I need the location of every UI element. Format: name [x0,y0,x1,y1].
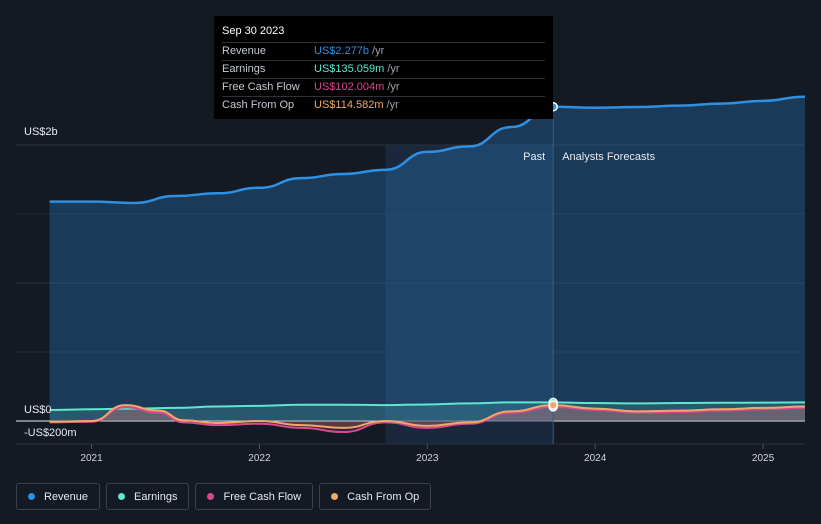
x-tick-label: 2021 [80,453,103,464]
tooltip-unit: /yr [387,63,400,75]
data-tooltip: Sep 30 2023 Revenue US$2.277b /yr Earnin… [214,16,553,119]
series-lines [49,95,806,434]
past-label: Past [523,151,545,163]
forecast-label: Analysts Forecasts [562,151,655,163]
tooltip-row-free-cash-flow: Free Cash Flow US$102.004m /yr [222,78,545,96]
legend-label: Cash From Op [347,490,420,503]
tooltip-label: Earnings [222,63,266,75]
tooltip-label: Revenue [222,45,267,57]
tooltip-unit: /yr [372,45,385,57]
y-tick-label: US$0 [24,404,52,416]
tooltip-unit: /yr [387,81,400,93]
x-tick-label: 2024 [584,453,607,464]
legend-dot-icon [28,493,35,500]
legend-item-revenue[interactable]: Revenue [16,483,101,510]
legend-item-earnings[interactable]: Earnings [106,483,190,510]
tooltip-value: US$2.277b [314,45,370,57]
y-tick-label: -US$200m [24,427,77,439]
earnings-line [49,401,806,411]
legend-label: Earnings [134,490,178,503]
tooltip-date: Sep 30 2023 [222,25,285,37]
recent-period-shade [385,145,554,444]
tooltip-row-cash-from-op: Cash From Op US$114.582m /yr [222,96,545,114]
tooltip-label: Free Cash Flow [222,81,300,93]
legend-dot-icon [207,493,215,500]
chart-legend: Revenue Earnings Free Cash Flow Cash Fro… [16,483,432,510]
tooltip-value: US$135.059m [314,63,385,75]
legend-item-free-cash-flow[interactable]: Free Cash Flow [195,483,314,510]
tooltip-row-earnings: Earnings US$135.059m /yr [222,60,545,78]
free-cash-flow-area [49,406,806,433]
legend-dot-icon [118,493,126,500]
tooltip-label: Cash From Op [222,99,295,111]
free-cash-flow-line [49,405,806,434]
tooltip-row-revenue: Revenue US$2.277b /yr [222,42,545,60]
legend-dot-icon [331,493,339,500]
x-tick-label: 2022 [248,453,271,464]
cash-from-op-line [49,404,806,429]
x-axis-labels: 2021 2022 2023 2024 2025 [80,453,774,464]
y-axis-labels: US$2b US$0 -US$200m [24,126,77,439]
tooltip-value: US$114.582m [314,99,384,111]
x-tick-label: 2023 [416,453,439,464]
y-tick-label: US$2b [24,126,58,138]
revenue-area [49,96,806,421]
tooltip-unit: /yr [386,99,399,111]
legend-label: Revenue [44,490,89,503]
x-tick-label: 2025 [752,453,775,464]
legend-label: Free Cash Flow [223,490,302,503]
tooltip-value: US$102.004m [314,81,385,93]
cash-from-op-marker[interactable] [548,400,558,410]
revenue-line [49,95,806,205]
x-axis-ticks [91,444,764,449]
legend-item-cash-from-op[interactable]: Cash From Op [319,483,432,510]
